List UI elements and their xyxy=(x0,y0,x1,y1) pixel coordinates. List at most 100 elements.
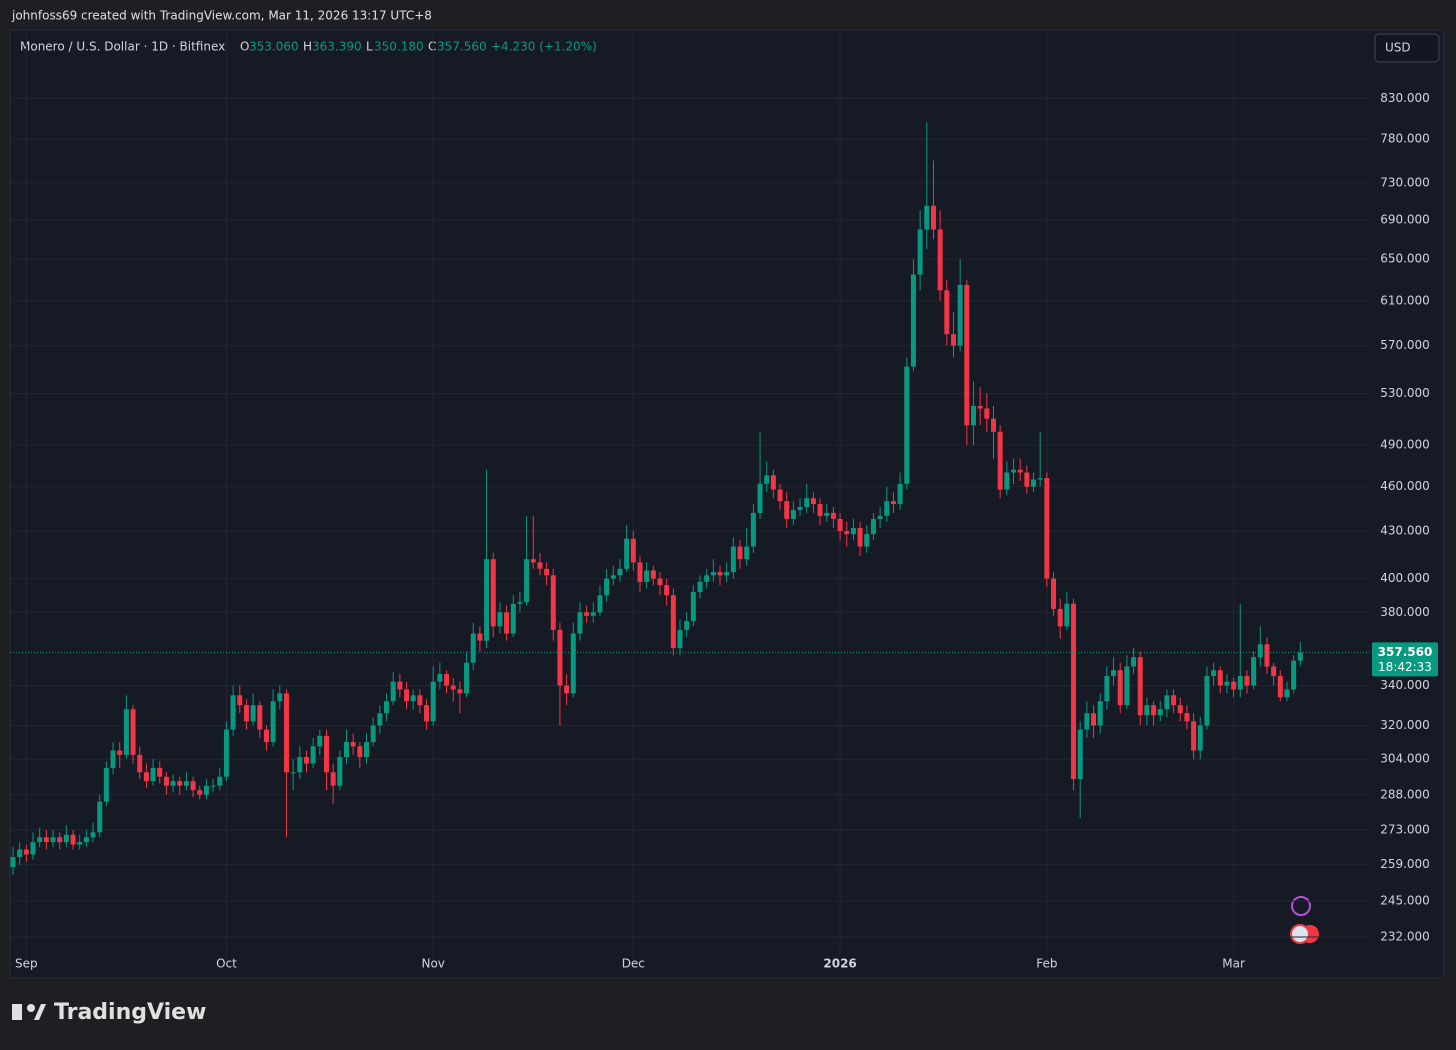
candle-body xyxy=(730,546,736,573)
candle-body xyxy=(917,229,923,275)
candle-body xyxy=(624,538,630,569)
candle-body xyxy=(977,405,983,409)
candle-body xyxy=(684,621,690,630)
y-tick-label: 460.000 xyxy=(1380,479,1430,493)
candle-body xyxy=(670,595,676,648)
candle-body xyxy=(1004,472,1010,490)
candle-body xyxy=(930,205,936,230)
candle-body xyxy=(810,498,816,505)
candle-body xyxy=(610,575,616,579)
candle-body xyxy=(197,790,203,795)
candle-body xyxy=(270,701,276,743)
candle-body xyxy=(1224,681,1230,686)
candle-body xyxy=(604,578,610,596)
event-icon[interactable] xyxy=(1291,896,1311,916)
candle-body xyxy=(10,857,16,868)
candle-body xyxy=(770,475,776,490)
event-icon[interactable] xyxy=(1290,924,1310,944)
candle-body xyxy=(777,489,783,502)
candle-body xyxy=(1051,578,1057,609)
candle-body xyxy=(130,709,136,755)
candle-body xyxy=(263,729,269,743)
candle-body xyxy=(737,546,743,560)
l-label: L xyxy=(366,40,373,54)
candle-body xyxy=(1184,713,1190,722)
candle-body xyxy=(157,767,163,777)
logo-mark xyxy=(34,1004,46,1020)
candle-body xyxy=(697,581,703,592)
y-tick-label: 288.000 xyxy=(1380,787,1430,801)
candle-body xyxy=(43,837,49,843)
candle-body xyxy=(450,685,456,690)
candle-body xyxy=(397,681,403,690)
candle-body xyxy=(63,834,69,843)
candle-body xyxy=(884,501,890,516)
candle-body xyxy=(337,757,343,786)
candle-body xyxy=(117,750,123,755)
candle-body xyxy=(70,834,76,845)
candle-body xyxy=(90,832,96,838)
candle-body xyxy=(364,742,370,758)
candle-body xyxy=(1091,713,1097,726)
candle-body xyxy=(464,662,470,694)
currency-button[interactable] xyxy=(1374,33,1440,63)
candle-body xyxy=(870,518,876,535)
candle-body xyxy=(824,512,830,516)
candle-body xyxy=(57,837,63,843)
y-tick-label: 320.000 xyxy=(1380,718,1430,732)
logo-mark xyxy=(27,1004,35,1012)
candle-body xyxy=(704,575,710,582)
candle-body xyxy=(123,709,129,755)
candle-body xyxy=(1197,725,1203,751)
candle-body xyxy=(1251,657,1257,686)
y-tick-label: 259.000 xyxy=(1380,857,1430,871)
candle-body xyxy=(470,633,476,663)
candle-body xyxy=(1284,689,1290,698)
candle-body xyxy=(744,546,750,560)
x-tick-label: Oct xyxy=(216,957,237,971)
candle-body xyxy=(577,612,583,634)
candle-body xyxy=(303,757,309,764)
candle-body xyxy=(850,527,856,535)
candle-body xyxy=(1084,713,1090,730)
x-tick-label: Sep xyxy=(15,957,38,971)
candle-body xyxy=(250,705,256,722)
candle-body xyxy=(110,750,116,768)
candle-body xyxy=(344,742,349,758)
c-label: C xyxy=(428,40,436,54)
candle-body xyxy=(864,534,870,547)
y-tick-label: 490.000 xyxy=(1380,438,1430,452)
o-label: O xyxy=(240,40,249,54)
candle-body xyxy=(750,512,756,547)
y-tick-label: 430.000 xyxy=(1380,524,1430,538)
candle-body xyxy=(444,674,450,686)
candle-body xyxy=(630,538,636,563)
candle-body xyxy=(1271,666,1277,676)
candle-body xyxy=(223,729,229,777)
candle-body xyxy=(510,603,516,634)
candle-body xyxy=(237,695,243,706)
currency[interactable]: USD xyxy=(1385,41,1411,55)
candle-body xyxy=(904,366,910,484)
candle-body xyxy=(217,776,223,786)
series-layer: Sep Oct Nov Dec 2026 Feb Mar 232.000 245.000 259.… xyxy=(10,32,1438,971)
candle-body xyxy=(1257,644,1263,658)
h-label: H xyxy=(303,40,312,54)
candle-body xyxy=(984,408,990,419)
candle-body xyxy=(1231,681,1237,690)
candle-body xyxy=(210,785,216,787)
candle-body xyxy=(857,527,863,547)
candle-body xyxy=(644,570,650,582)
candle-body xyxy=(897,483,903,505)
candle-body xyxy=(1071,603,1077,779)
candle-body xyxy=(890,501,896,505)
candle-body xyxy=(910,274,916,367)
candle-body xyxy=(370,725,376,743)
candle-body xyxy=(1277,675,1283,698)
y-tick-label: 245.000 xyxy=(1380,894,1430,908)
y-tick-label: 610.000 xyxy=(1380,293,1430,307)
candle-body xyxy=(817,504,823,516)
candle-body xyxy=(230,695,236,730)
candle-body xyxy=(390,681,396,702)
